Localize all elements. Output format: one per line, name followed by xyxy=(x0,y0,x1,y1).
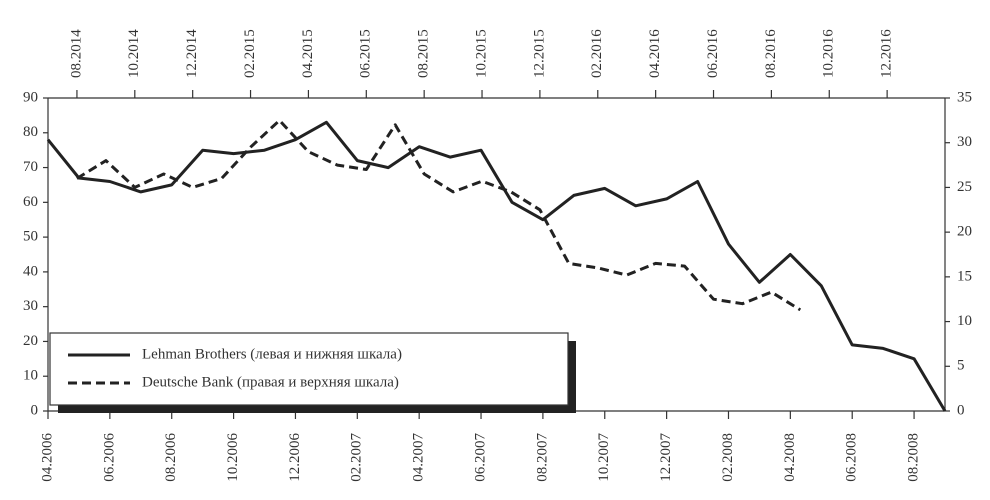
y2-tick-label: 10 xyxy=(957,313,972,329)
x2-tick-label: 10.2016 xyxy=(821,29,837,78)
x-tick-label: 10.2007 xyxy=(596,433,612,482)
series-line xyxy=(46,120,947,412)
legend-label: Lehman Brothers (левая и нижняя шкала) xyxy=(142,346,402,362)
x2-tick-label: 08.2014 xyxy=(68,29,84,78)
x-tick-label: 12.2006 xyxy=(287,433,303,482)
x-tick-label: 02.2007 xyxy=(349,433,365,482)
x-tick-label: 04.2006 xyxy=(39,433,55,482)
x-tick-label: 12.2007 xyxy=(658,433,674,482)
x2-tick-label: 06.2015 xyxy=(358,29,374,78)
legend-label: Deutsche Bank (правая и верхняя шкала) xyxy=(142,374,399,390)
legend-box xyxy=(49,332,569,406)
y2-tick-label: 5 xyxy=(957,358,965,374)
y2-tick-label: 0 xyxy=(957,402,965,418)
x-tick-label: 08.2006 xyxy=(163,433,179,482)
x-tick-label: 10.2006 xyxy=(225,433,241,482)
y-tick-label: 20 xyxy=(23,333,38,349)
x-tick-label: 02.2008 xyxy=(720,433,736,482)
y2-tick-label: 25 xyxy=(957,179,972,195)
y2-tick-label: 35 xyxy=(957,89,972,105)
y-tick-label: 80 xyxy=(23,124,38,140)
y-tick-label: 30 xyxy=(23,298,38,314)
legend: Lehman Brothers (левая и нижняя шкала) De… xyxy=(49,332,576,413)
x2-tick-label: 12.2014 xyxy=(184,29,200,78)
x2-tick-label: 04.2015 xyxy=(300,29,316,78)
x2-tick-label: 02.2015 xyxy=(242,29,258,78)
x-tick-label: 06.2007 xyxy=(472,433,488,482)
y2-tick-label: 30 xyxy=(957,134,972,150)
x-tick-label: 08.2007 xyxy=(534,433,550,482)
x-tick-label: 06.2006 xyxy=(101,433,117,482)
x2-tick-label: 12.2016 xyxy=(879,29,895,78)
x2-tick-label: 10.2014 xyxy=(126,29,142,78)
x-tick-label: 06.2008 xyxy=(844,433,860,482)
x2-tick-label: 04.2016 xyxy=(647,29,663,78)
y-tick-label: 90 xyxy=(23,89,38,105)
x2-tick-label: 10.2015 xyxy=(473,29,489,78)
x2-tick-label: 02.2016 xyxy=(589,29,605,78)
y-tick-label: 70 xyxy=(23,159,38,175)
y-tick-label: 40 xyxy=(23,263,38,279)
y2-tick-label: 20 xyxy=(957,224,972,240)
x-tick-label: 04.2007 xyxy=(411,433,427,482)
x2-tick-label: 08.2016 xyxy=(763,29,779,78)
x-tick-label: 08.2008 xyxy=(906,433,922,482)
x-tick-label: 04.2008 xyxy=(782,433,798,482)
y2-tick-label: 15 xyxy=(957,268,972,284)
y-tick-label: 50 xyxy=(23,229,38,245)
y-tick-label: 10 xyxy=(23,368,38,384)
x2-tick-label: 08.2015 xyxy=(416,29,432,78)
x2-tick-label: 06.2016 xyxy=(705,29,721,78)
x2-tick-label: 12.2015 xyxy=(531,29,547,78)
y-tick-label: 60 xyxy=(23,194,38,210)
y-tick-label: 0 xyxy=(31,402,39,418)
series-line xyxy=(76,118,802,312)
